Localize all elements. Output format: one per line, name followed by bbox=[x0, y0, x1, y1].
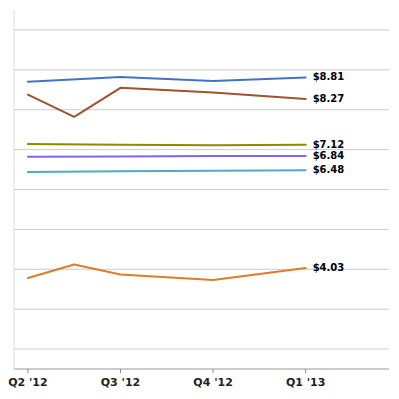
x-tick-label: Q3 '12 bbox=[101, 376, 141, 389]
end-label: $4.03 bbox=[313, 262, 345, 273]
end-label: $6.48 bbox=[313, 164, 345, 175]
grid-line bbox=[14, 349, 389, 350]
grid-line bbox=[14, 229, 389, 230]
x-tick-label: Q4 '12 bbox=[193, 376, 233, 389]
grid-line bbox=[14, 109, 389, 110]
end-label: $7.12 bbox=[313, 139, 345, 150]
y-axis-line bbox=[14, 10, 15, 369]
lines bbox=[28, 77, 306, 280]
grid-line bbox=[14, 29, 389, 30]
grid-line bbox=[14, 189, 389, 190]
end-label: $8.81 bbox=[313, 71, 345, 82]
x-tick bbox=[305, 369, 306, 373]
grid-line bbox=[14, 309, 389, 310]
x-tick-label: Q2 '12 bbox=[8, 376, 48, 389]
x-tick bbox=[213, 369, 214, 373]
grid-line bbox=[14, 69, 389, 70]
end-label: $6.84 bbox=[313, 150, 345, 161]
series-line bbox=[28, 264, 306, 280]
end-labels: $8.81 $8.27 $7.12$6.84 $6.48 $4.03 bbox=[313, 71, 345, 273]
end-label: $8.27 bbox=[313, 93, 345, 104]
grid bbox=[14, 30, 389, 349]
x-axis-line bbox=[14, 369, 389, 370]
series-line bbox=[28, 88, 306, 117]
chart: Q2 '12Q3 '12Q4 '12Q1 '13$8.81$8.27$7.12$… bbox=[0, 0, 399, 399]
x-tick bbox=[120, 369, 121, 373]
series-line bbox=[28, 170, 306, 172]
series-line bbox=[28, 155, 306, 158]
x-tick bbox=[27, 369, 28, 373]
series-line bbox=[28, 77, 306, 82]
axes: Q2 '12 Q3 '12 Q4 '12 Q1 '13 bbox=[8, 10, 389, 389]
series-line bbox=[28, 144, 306, 145]
x-tick-label: Q1 '13 bbox=[286, 376, 326, 389]
